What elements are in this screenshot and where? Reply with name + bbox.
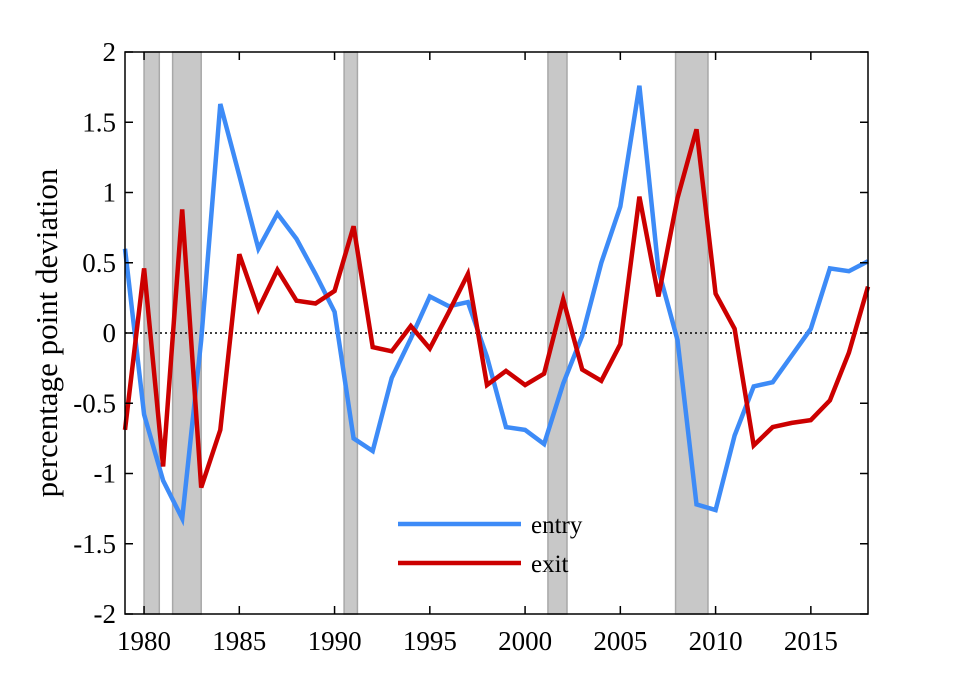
- y-tick-label: 1.5: [82, 107, 116, 137]
- y-tick-label: -2: [94, 599, 117, 629]
- x-tick-label: 1980: [117, 626, 171, 656]
- legend-label-exit: exit: [531, 551, 569, 578]
- x-tick-label: 1990: [308, 626, 362, 656]
- series-line-exit: [122, 128, 871, 489]
- x-tick-label: 1985: [212, 626, 266, 656]
- x-tick-label: 2010: [689, 626, 743, 656]
- y-tick-label: 0.5: [82, 248, 116, 278]
- x-tick-label: 1995: [403, 626, 457, 656]
- x-axis: 1980 1985 1990 1995 2000 2005 2010 2015: [117, 52, 838, 656]
- x-tick-label: 2005: [593, 626, 647, 656]
- x-tick-label: 2000: [498, 626, 552, 656]
- y-axis: 2 1.5 1 0.5 0 -0.5 -1 -1.5 -2: [73, 37, 868, 629]
- y-tick-label: -1: [94, 459, 117, 489]
- series-line-entry: [122, 85, 870, 527]
- legend-label-entry: entry: [531, 512, 583, 539]
- legend: entry exit: [398, 512, 583, 578]
- y-tick-label: 0: [103, 318, 117, 348]
- x-tick-label: 2015: [784, 626, 838, 656]
- y-tick-label: 2: [103, 37, 117, 67]
- y-tick-label: -0.5: [73, 388, 116, 418]
- y-axis-title: percentage point deviation: [29, 168, 64, 497]
- series-lines: [122, 85, 871, 527]
- y-tick-label: 1: [103, 178, 117, 208]
- y-tick-label: -1.5: [73, 529, 116, 559]
